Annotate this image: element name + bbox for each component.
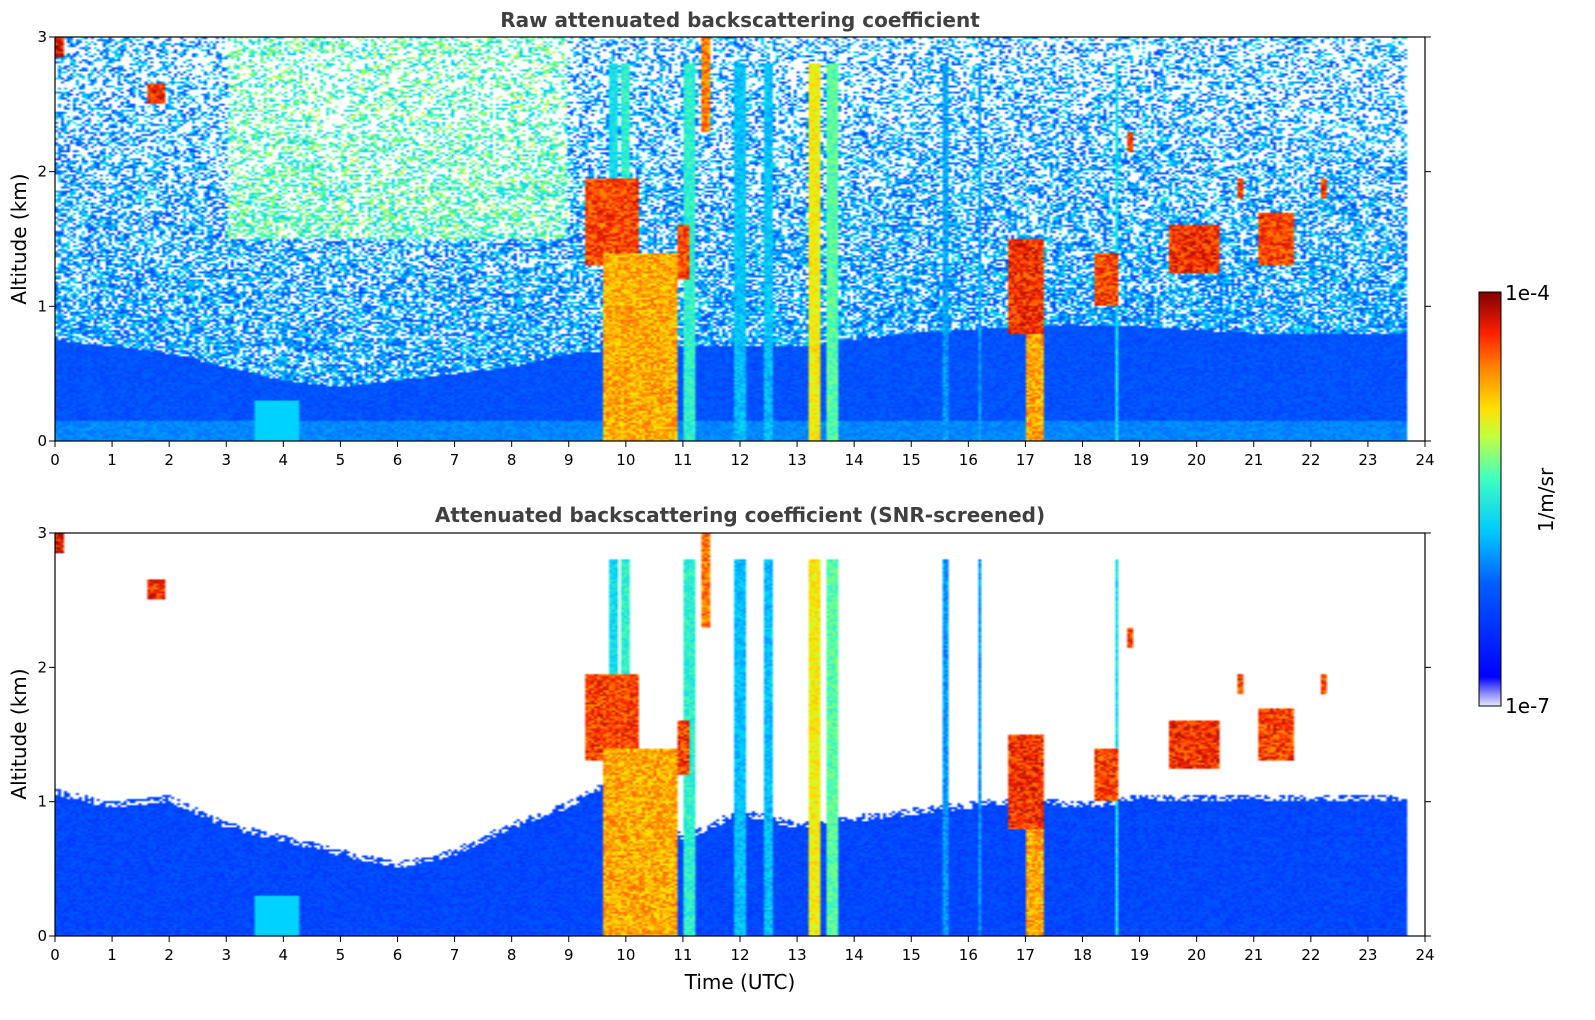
x-tick-label: 18 <box>1073 451 1092 469</box>
colorbar-scale <box>1478 291 1502 707</box>
panel-screened-title: Attenuated backscattering coefficient (S… <box>435 503 1045 527</box>
x-tick-label: 13 <box>788 451 807 469</box>
x-tick-label: 6 <box>393 946 403 964</box>
x-tick-label: 2 <box>164 946 174 964</box>
x-tick-label: 2 <box>164 451 174 469</box>
x-tick-label: 23 <box>1358 451 1377 469</box>
panel-screened-x-ticks: 0 1 2 3 4 5 6 7 8 9 10 11 12 13 14 15 16 17 18 19 20 21 22 23 24 <box>50 936 1435 964</box>
x-tick-label: 15 <box>902 946 921 964</box>
x-tick-label: 24 <box>1415 451 1434 469</box>
panel-screened-y-ticks: 0 1 2 3 <box>37 524 1431 945</box>
x-tick-label: 22 <box>1301 946 1320 964</box>
panel-raw: Raw attenuated backscattering coefficien… <box>7 8 1435 469</box>
x-tick-label: 19 <box>1130 946 1149 964</box>
x-tick-label: 5 <box>336 946 346 964</box>
y-tick-label: 0 <box>37 927 47 945</box>
x-tick-label: 24 <box>1415 946 1434 964</box>
x-tick-label: 10 <box>616 451 635 469</box>
x-tick-label: 3 <box>221 946 231 964</box>
y-tick-label: 3 <box>37 524 47 542</box>
panel-raw-y-ticks: 0 1 2 3 <box>37 28 1431 450</box>
y-tick-label: 1 <box>37 297 47 315</box>
x-tick-label: 22 <box>1301 451 1320 469</box>
x-tick-label: 17 <box>1016 946 1035 964</box>
colorbar-unit-label: 1/m/sr <box>1534 467 1558 532</box>
y-tick-label: 1 <box>37 793 47 811</box>
y-tick-label: 2 <box>37 163 47 181</box>
panel-screened-heatmap <box>55 533 1425 936</box>
panel-raw-heatmap <box>55 37 1425 441</box>
x-tick-label: 17 <box>1016 451 1035 469</box>
x-tick-label: 4 <box>279 451 289 469</box>
x-tick-label: 14 <box>845 946 864 964</box>
y-tick-label: 2 <box>37 658 47 676</box>
panel-screened: Attenuated backscattering coefficient (S… <box>7 503 1435 994</box>
x-tick-label: 3 <box>221 451 231 469</box>
y-tick-label: 3 <box>37 28 47 46</box>
x-tick-label: 8 <box>507 451 517 469</box>
x-tick-label: 16 <box>959 451 978 469</box>
x-tick-label: 8 <box>507 946 517 964</box>
panel-raw-title: Raw attenuated backscattering coefficien… <box>500 8 980 32</box>
x-tick-label: 21 <box>1244 451 1263 469</box>
panel-raw-x-ticks: 0 1 2 3 4 5 6 7 8 9 10 11 12 13 14 15 16 17 18 19 20 21 22 23 24 <box>50 441 1435 469</box>
colorbar-min-label: 1e-7 <box>1505 694 1550 718</box>
x-tick-label: 20 <box>1187 946 1206 964</box>
x-tick-label: 10 <box>616 946 635 964</box>
y-tick-label: 0 <box>37 432 47 450</box>
panel-screened-ylabel: Altitude (km) <box>7 668 31 799</box>
x-tick-label: 7 <box>450 451 460 469</box>
x-tick-label: 0 <box>50 946 60 964</box>
panel-raw-ylabel: Altitude (km) <box>7 173 31 304</box>
x-tick-label: 12 <box>730 946 749 964</box>
x-tick-label: 9 <box>564 946 574 964</box>
x-tick-label: 12 <box>730 451 749 469</box>
x-tick-label: 13 <box>788 946 807 964</box>
x-tick-label: 5 <box>336 451 346 469</box>
x-tick-label: 11 <box>673 946 692 964</box>
x-tick-label: 18 <box>1073 946 1092 964</box>
x-tick-label: 20 <box>1187 451 1206 469</box>
x-tick-label: 14 <box>845 451 864 469</box>
x-tick-label: 7 <box>450 946 460 964</box>
x-tick-label: 4 <box>279 946 289 964</box>
x-tick-label: 21 <box>1244 946 1263 964</box>
colorbar: 1e-4 1e-7 1/m/sr <box>1478 281 1558 718</box>
x-tick-label: 1 <box>107 451 117 469</box>
x-tick-label: 19 <box>1130 451 1149 469</box>
x-tick-label: 11 <box>673 451 692 469</box>
panel-screened-xlabel: Time (UTC) <box>684 970 796 994</box>
x-tick-label: 0 <box>50 451 60 469</box>
x-tick-label: 16 <box>959 946 978 964</box>
x-tick-label: 23 <box>1358 946 1377 964</box>
x-tick-label: 9 <box>564 451 574 469</box>
colorbar-max-label: 1e-4 <box>1505 281 1550 305</box>
x-tick-label: 15 <box>902 451 921 469</box>
x-tick-label: 6 <box>393 451 403 469</box>
x-tick-label: 1 <box>107 946 117 964</box>
